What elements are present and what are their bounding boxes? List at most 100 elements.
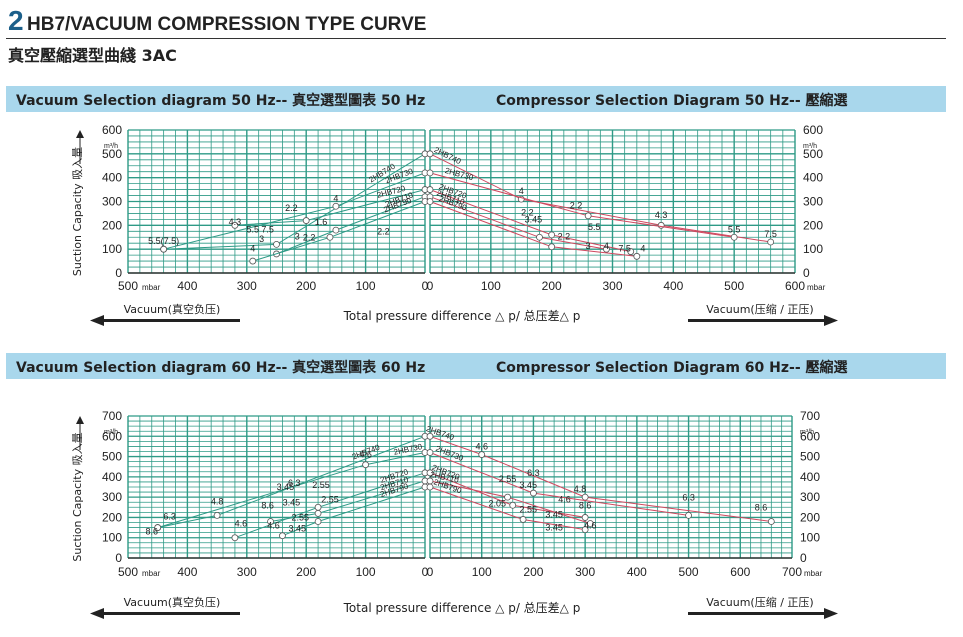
curve-point: [302, 217, 310, 224]
power-label: 3.45: [525, 215, 543, 225]
power-label: 4: [333, 193, 338, 203]
curve-point: [326, 233, 334, 241]
section-number: 2: [8, 5, 24, 36]
power-label: 3.45: [283, 497, 301, 507]
x-tick-label-vacuum: 500: [118, 279, 138, 293]
power-label: 2.55: [499, 474, 517, 484]
power-label: 2.55: [291, 513, 309, 523]
curve-point: [213, 512, 221, 519]
pressure-arrowhead: [824, 608, 838, 619]
y-tick-label-right: 600: [803, 123, 823, 137]
curve-point: [603, 245, 610, 253]
power-label: 4.6: [584, 521, 597, 531]
power-label: 3.45: [545, 523, 563, 533]
curve-2hb740-pressure: [429, 435, 772, 522]
x-tick-label-vacuum: 300: [237, 279, 257, 293]
y-tick-label-left: 100: [102, 531, 122, 545]
power-label: 4.6: [558, 494, 571, 504]
y-axis-title: Suction Capacity 吸入量: [71, 147, 84, 276]
curve-point: [426, 198, 434, 205]
pressure-direction-label: Vacuum(压缩 / 正压): [706, 303, 813, 316]
curve-point: [657, 221, 665, 229]
y-tick-label-left: 300: [102, 490, 122, 504]
x-axis-title: Total pressure difference △ p/ 总压差△ p: [343, 601, 581, 615]
power-label: 2.55: [321, 494, 339, 504]
y-tick-label-right: 0: [803, 266, 810, 280]
curve-point: [426, 432, 434, 440]
x-tick-label-vacuum: 500: [118, 565, 138, 579]
power-label: 4: [640, 243, 645, 253]
power-label: 2.2: [570, 200, 583, 210]
power-label: 2.55: [519, 504, 537, 514]
curve-point: [530, 489, 537, 497]
x-tick-label-pressure: 700: [782, 565, 802, 579]
power-label: 4.3: [229, 217, 242, 227]
vacuum-direction-label: Vacuum(真空负压): [124, 302, 221, 316]
power-label: 2.2: [558, 231, 571, 241]
x-tick-label-vacuum: 100: [356, 565, 376, 579]
power-label: 3: [586, 241, 591, 251]
power-label: 8.6: [146, 527, 159, 537]
power-label: 5.5: [588, 222, 601, 232]
band-title-vacuum-50hz: Vacuum Selection diagram 50 Hz-- 真空選型圖表 …: [16, 93, 426, 109]
curve-point: [767, 518, 775, 525]
y-tick-label-left: 700: [102, 409, 122, 423]
pressure-arrowhead: [824, 315, 838, 326]
band-title-compressor-50hz: Compressor Selection Diagram 50 Hz-- 壓縮選: [496, 93, 848, 109]
curve-point: [548, 231, 556, 239]
power-label: 4.6: [475, 442, 488, 452]
power-label: 4: [604, 241, 609, 251]
y-tick-label-right: 100: [800, 531, 820, 545]
x-tick-label-vacuum: 200: [296, 279, 316, 293]
curve-point: [231, 534, 239, 542]
power-label: 5.5(7.5): [148, 236, 179, 246]
curve-point: [426, 449, 434, 456]
x-tick-label-pressure: 400: [627, 565, 647, 579]
pressure-arrow-shaft: [688, 612, 828, 615]
power-label: 4.3: [655, 210, 668, 220]
pressure-direction-label: Vacuum(压缩 / 正压): [706, 596, 813, 609]
power-label: 4.6: [267, 521, 280, 531]
y-tick-label-left: 100: [102, 242, 122, 256]
power-label: 3: [295, 231, 300, 241]
power-label: 3.45: [277, 482, 295, 492]
y-tick-label-right: 400: [800, 470, 820, 484]
x-tick-label-pressure: 100: [481, 279, 501, 293]
vacuum-direction-label: Vacuum(真空负压): [124, 595, 221, 609]
curve-point: [426, 483, 434, 491]
x-tick-label-pressure: 0: [427, 279, 434, 293]
power-label: 4.6: [359, 450, 372, 460]
power-label: 4: [519, 186, 524, 196]
curve-point: [581, 526, 589, 534]
curve-point: [685, 512, 692, 519]
power-label: 3.45: [289, 524, 307, 534]
y-unit-right: m³/h: [803, 143, 817, 150]
y-tick-label-right: 200: [800, 510, 820, 524]
y-tick-label-right: 700: [800, 409, 820, 423]
y-tick-label-left: 400: [102, 171, 122, 185]
x-unit-pressure: mbar: [807, 283, 826, 292]
curve-point: [249, 257, 257, 265]
power-label: 6.3: [163, 512, 176, 522]
curve-point: [504, 493, 511, 501]
power-label: 5.5: [246, 224, 259, 234]
x-tick-label-vacuum: 100: [356, 279, 376, 293]
y-unit-left: m³/h: [104, 429, 118, 436]
x-axis-title: Total pressure difference △ p/ 总压差△ p: [343, 309, 581, 323]
power-label: 6.3: [288, 478, 301, 488]
y-tick-label-left: 0: [115, 551, 122, 565]
section-band-50hz: Vacuum Selection diagram 50 Hz-- 真空選型圖表 …: [6, 86, 946, 112]
curve-point: [426, 186, 434, 193]
y-tick-label-left: 0: [115, 266, 122, 280]
x-tick-label-pressure: 300: [575, 565, 595, 579]
power-label: 4.8: [211, 496, 224, 506]
curve-point: [581, 514, 589, 521]
x-tick-label-vacuum: 400: [177, 279, 197, 293]
curve-point: [267, 518, 274, 525]
curve-point: [426, 150, 434, 158]
curve-point: [332, 226, 340, 234]
x-tick-label-vacuum: 400: [177, 565, 197, 579]
y-tick-label-left: 400: [102, 470, 122, 484]
curve-point: [581, 493, 589, 501]
